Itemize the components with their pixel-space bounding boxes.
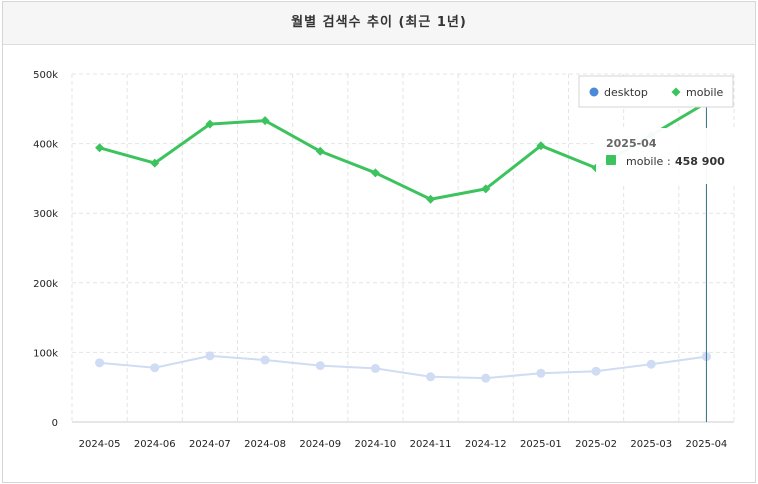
x-tick-label: 2024-08 (244, 439, 286, 450)
data-point-mobile (260, 116, 270, 126)
legend-label-desktop: desktop (604, 86, 648, 99)
series-line-desktop (99, 354, 707, 380)
tooltip-separator: : (667, 155, 671, 168)
grid-lines (71, 73, 735, 423)
tooltip-box (596, 128, 736, 184)
x-tick-label: 2025-01 (520, 439, 562, 450)
data-point-desktop (591, 366, 601, 376)
y-tick-label: 300k (33, 209, 58, 220)
x-tick-label: 2024-06 (134, 439, 176, 450)
tooltip-title: 2025-04 (606, 137, 657, 150)
chart-title: 월별 검색수 추이 (최근 1년) (3, 2, 755, 45)
series-desktop (95, 351, 711, 383)
y-axis-ticks: 0 100k 200k 300k 400k 500k (33, 70, 58, 429)
legend-marker-mobile (671, 87, 681, 97)
data-point-mobile (370, 168, 380, 178)
x-tick-label: 2024-07 (189, 439, 231, 450)
x-tick-label: 2025-04 (686, 439, 728, 450)
data-point-desktop (315, 361, 325, 371)
data-point-desktop (370, 363, 380, 373)
x-tick-label: 2024-11 (410, 439, 452, 450)
data-point-desktop (536, 368, 546, 378)
x-tick-label: 2024-05 (79, 439, 121, 450)
legend-box (578, 75, 734, 108)
y-tick-label: 400k (33, 140, 58, 151)
tooltip-swatch (606, 155, 616, 165)
data-point-mobile (426, 194, 436, 204)
y-tick-label: 100k (33, 348, 58, 359)
data-point-mobile (205, 119, 215, 129)
legend[interactable]: desktop mobile (578, 75, 734, 108)
y-tick-label: 500k (33, 70, 58, 81)
y-tick-label: 200k (33, 279, 58, 290)
data-point-desktop (481, 373, 491, 383)
tooltip-series-name: mobile (626, 155, 664, 168)
tooltip: 2025-04 mobile:458 900 (596, 128, 736, 184)
data-point-mobile (481, 184, 491, 194)
data-point-desktop (646, 359, 656, 369)
data-point-desktop (150, 363, 160, 373)
y-tick-label: 0 (52, 418, 58, 429)
x-tick-label: 2025-02 (575, 439, 617, 450)
x-axis-ticks: 2024-05 2024-06 2024-07 2024-08 2024-09 2024-… (79, 439, 728, 450)
data-point-mobile (536, 141, 546, 151)
data-point-mobile (150, 158, 160, 168)
x-tick-label: 2024-10 (355, 439, 397, 450)
legend-marker-desktop (589, 87, 599, 97)
data-point-mobile (315, 146, 325, 156)
x-tick-label: 2025-03 (630, 439, 672, 450)
x-tick-label: 2024-12 (465, 439, 507, 450)
x-tick-label: 2024-09 (299, 439, 341, 450)
data-point-desktop (426, 372, 436, 382)
data-point-desktop (95, 358, 105, 368)
data-point-desktop (260, 355, 270, 365)
data-point-mobile (95, 143, 105, 153)
tooltip-value: 458 900 (675, 155, 725, 168)
legend-label-mobile: mobile (686, 86, 724, 99)
data-point-desktop (205, 351, 215, 361)
